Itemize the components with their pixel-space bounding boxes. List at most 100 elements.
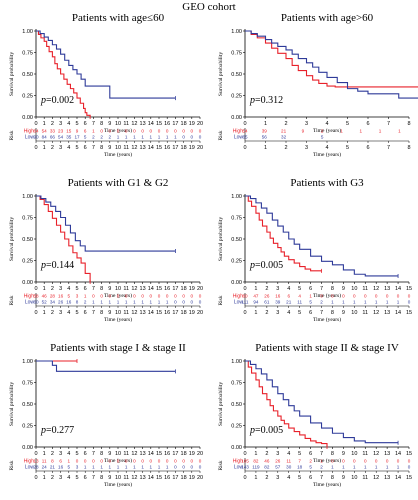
risk-count: 0 xyxy=(174,300,177,305)
risk-count: 1 xyxy=(150,300,153,305)
x-tick-label: 4 xyxy=(325,121,328,127)
risk-count: 1 xyxy=(117,300,120,305)
risk-count: 30 xyxy=(286,465,292,470)
risk-count: 47 xyxy=(253,294,259,299)
risk-count: 0 xyxy=(150,129,153,134)
risk-count: 0 xyxy=(199,129,202,134)
risk-x-tick-label: 3 xyxy=(276,310,279,316)
y-tick-label: 1.00 xyxy=(22,29,33,35)
risk-count: 0 xyxy=(109,294,112,299)
x-tick-label: 14 xyxy=(148,451,154,457)
x-tick-label: 11 xyxy=(123,451,129,457)
x-tick-label: 7 xyxy=(320,286,323,292)
risk-x-tick-label: 13 xyxy=(384,310,390,316)
risk-count: 0 xyxy=(182,300,185,305)
x-tick-label: 13 xyxy=(384,451,390,457)
risk-count: 119 xyxy=(252,465,260,470)
x-tick-label: 17 xyxy=(172,451,178,457)
risk-count: 0 xyxy=(133,459,136,464)
risk-count: 0 xyxy=(182,129,185,134)
x-tick-label: 13 xyxy=(140,121,146,127)
x-tick-label: 15 xyxy=(156,286,162,292)
x-axis-label: Time (years) xyxy=(104,457,132,464)
risk-count: 105 xyxy=(241,459,249,464)
risk-count: 0 xyxy=(166,129,169,134)
risk-count: 111 xyxy=(242,300,249,305)
risk-x-tick-label: 13 xyxy=(140,475,146,481)
x-tick-label: 2 xyxy=(265,451,268,457)
risk-x-tick-label: 5 xyxy=(298,475,301,481)
km-panel-6: Patients with stage II & stage IV 0.00 0.2… xyxy=(218,342,412,488)
risk-x-tick-label: 16 xyxy=(164,310,170,316)
risk-row-label-high: High xyxy=(24,459,35,465)
risk-count: 5 xyxy=(84,135,87,140)
x-tick-label: 10 xyxy=(351,286,357,292)
x-tick-label: 7 xyxy=(92,286,95,292)
risk-count: 28 xyxy=(33,465,39,470)
x-tick-label: 9 xyxy=(108,286,111,292)
risk-table-title: Risk xyxy=(9,295,15,305)
risk-count: 56 xyxy=(262,135,268,140)
x-tick-label: 10 xyxy=(351,451,357,457)
risk-count: 18 xyxy=(297,465,303,470)
x-tick-label: 3 xyxy=(276,286,279,292)
risk-x-tick-label: 4 xyxy=(67,475,70,481)
risk-x-tick-label: 16 xyxy=(164,145,170,151)
risk-count: 5 xyxy=(68,465,71,470)
x-tick-label: 2 xyxy=(51,286,54,292)
x-tick-label: 13 xyxy=(140,451,146,457)
risk-count: 35 xyxy=(66,135,72,140)
risk-count: 0 xyxy=(125,294,128,299)
x-tick-label: 4 xyxy=(67,451,70,457)
risk-count: 1 xyxy=(342,300,345,305)
x-tick-label: 11 xyxy=(362,286,368,292)
y-tick-label: 0.00 xyxy=(22,280,33,286)
x-tick-label: 10 xyxy=(115,286,121,292)
risk-count: 1 xyxy=(125,465,128,470)
risk-x-tick-label: 9 xyxy=(108,475,111,481)
x-tick-label: 8 xyxy=(407,121,410,127)
risk-count: 11 xyxy=(297,300,302,305)
risk-count: 1 xyxy=(125,300,128,305)
risk-count: 0 xyxy=(191,300,194,305)
risk-count: 16 xyxy=(275,294,281,299)
risk-count: 54 xyxy=(58,135,64,140)
x-tick-label: 15 xyxy=(406,286,412,292)
risk-count: 57 xyxy=(275,465,281,470)
risk-count: 82 xyxy=(264,465,270,470)
risk-count: 0 xyxy=(331,459,334,464)
risk-count: 1 xyxy=(68,459,71,464)
risk-count: 21 xyxy=(286,300,292,305)
risk-count: 54 xyxy=(42,129,48,134)
risk-count: 1 xyxy=(92,465,95,470)
x-tick-label: 5 xyxy=(298,451,301,457)
x-tick-label: 14 xyxy=(395,451,401,457)
risk-count: 2 xyxy=(92,135,95,140)
risk-count: 0 xyxy=(408,465,411,470)
risk-count: 0 xyxy=(182,459,185,464)
risk-x-tick-label: 19 xyxy=(189,310,195,316)
x-tick-label: 19 xyxy=(189,121,195,127)
risk-count: 21 xyxy=(50,465,56,470)
x-tick-label: 16 xyxy=(164,286,170,292)
risk-x-tick-label: 4 xyxy=(325,145,328,151)
risk-count: 1 xyxy=(364,465,367,470)
risk-count: 0 xyxy=(109,129,112,134)
p-value-label: p=0.005 xyxy=(249,425,283,436)
risk-count: 1 xyxy=(174,135,177,140)
risk-x-tick-label: 9 xyxy=(108,145,111,151)
risk-count: 26 xyxy=(58,300,64,305)
risk-x-tick-label: 0 xyxy=(243,310,246,316)
risk-x-tick-label: 10 xyxy=(115,310,121,316)
risk-count: 0 xyxy=(133,294,136,299)
risk-x-tick-label: 8 xyxy=(100,475,103,481)
risk-x-tick-label: 6 xyxy=(84,310,87,316)
risk-count: 24 xyxy=(42,465,48,470)
y-axis-label: Survival probability xyxy=(218,217,224,261)
x-tick-label: 5 xyxy=(75,121,78,127)
risk-count: 2 xyxy=(320,300,323,305)
risk-x-tick-label: 14 xyxy=(148,475,154,481)
risk-x-tick-label: 1 xyxy=(43,145,46,151)
x-tick-label: 2 xyxy=(284,121,287,127)
risk-count: 0 xyxy=(375,294,378,299)
